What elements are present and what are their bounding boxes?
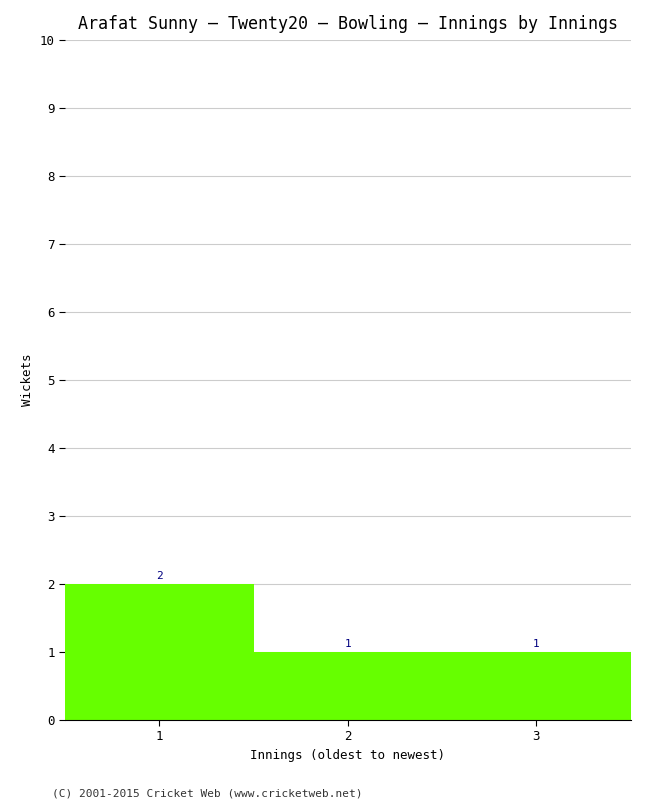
Text: 1: 1: [533, 639, 540, 650]
Text: 1: 1: [344, 639, 351, 650]
X-axis label: Innings (oldest to newest): Innings (oldest to newest): [250, 749, 445, 762]
Bar: [254, 652, 442, 720]
Bar: [65, 584, 254, 720]
Text: 2: 2: [156, 571, 162, 582]
Y-axis label: Wickets: Wickets: [21, 354, 34, 406]
Text: (C) 2001-2015 Cricket Web (www.cricketweb.net): (C) 2001-2015 Cricket Web (www.cricketwe…: [52, 788, 363, 798]
Title: Arafat Sunny – Twenty20 – Bowling – Innings by Innings: Arafat Sunny – Twenty20 – Bowling – Inni…: [78, 15, 618, 33]
Bar: [442, 652, 630, 720]
